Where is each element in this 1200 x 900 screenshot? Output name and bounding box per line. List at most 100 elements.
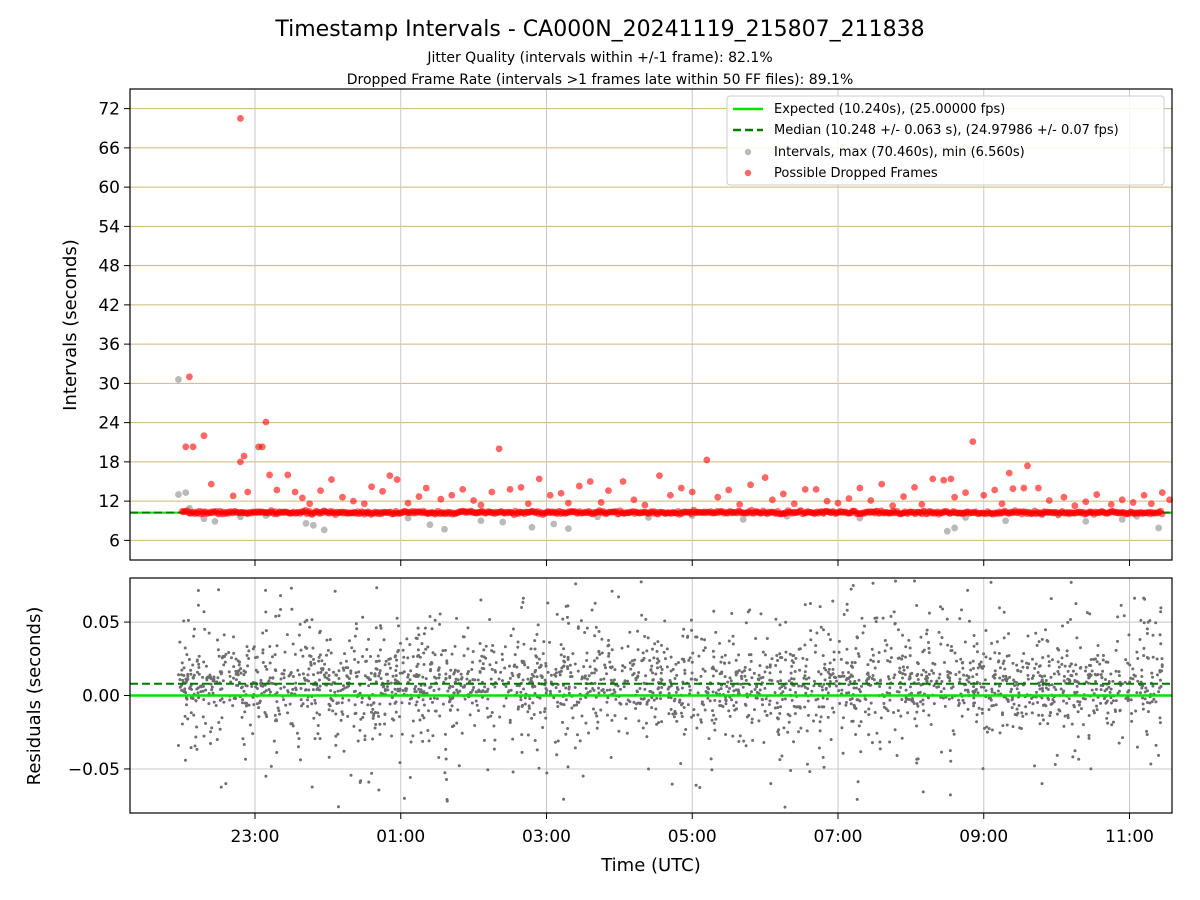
residual-point-1519	[1047, 697, 1051, 701]
residual-point-2291	[845, 661, 849, 665]
residual-point-341	[232, 635, 236, 639]
residual-point-2189	[201, 689, 205, 693]
residual-point-1333	[481, 689, 485, 693]
bottom-xtick-label-5: 09:00	[959, 827, 1008, 847]
residual-point-1081	[494, 661, 498, 665]
dropped-point-54	[677, 484, 685, 492]
residual-point-842	[1158, 633, 1162, 637]
residual-point-1119	[396, 650, 400, 654]
residual-point-1607	[356, 739, 360, 743]
residual-point-2030	[438, 714, 442, 718]
residual-point-1258	[613, 714, 617, 718]
residual-point-1098	[1026, 677, 1030, 681]
dropped-point-30	[422, 484, 430, 492]
residual-point-1342	[316, 732, 320, 736]
residual-point-908	[801, 656, 805, 660]
residual-point-117	[726, 680, 730, 684]
residual-point-1831	[1107, 679, 1111, 683]
residual-point-1451	[1142, 646, 1146, 650]
residual-point-1670	[900, 736, 904, 740]
residual-point-991	[238, 660, 242, 664]
residual-point-1262	[782, 726, 786, 730]
residual-point-1358	[701, 703, 705, 707]
residual-point-2194	[791, 654, 795, 658]
top-ytick-label-1: 12	[98, 492, 120, 512]
residual-point-564	[1124, 697, 1128, 701]
residual-point-2567	[974, 688, 978, 692]
residual-point-1140	[762, 740, 766, 744]
residual-point-1112	[261, 660, 265, 664]
residual-point-2469	[347, 639, 351, 643]
residual-point-1899	[305, 646, 309, 650]
residual-point-1960	[187, 658, 191, 662]
residual-point-278	[1015, 663, 1019, 667]
residual-point-471	[854, 646, 858, 650]
residual-point-2579	[784, 658, 788, 662]
residual-point-51	[585, 677, 589, 681]
residual-point-1647	[418, 655, 422, 659]
residual-point-1425	[870, 647, 874, 651]
residual-point-1722	[686, 634, 690, 638]
interval-point-17	[528, 523, 536, 531]
residual-point-0	[197, 696, 201, 700]
residual-point-348	[789, 769, 793, 773]
residual-point-874	[508, 721, 512, 725]
residual-point-2211	[1037, 664, 1041, 668]
residual-point-584	[961, 660, 965, 664]
residual-point-2094	[878, 740, 882, 744]
residual-point-1160	[1158, 721, 1162, 725]
residual-outlier-8	[370, 771, 374, 775]
residual-point-839	[712, 713, 716, 717]
residual-point-982	[660, 668, 664, 672]
residual-point-2234	[644, 721, 648, 725]
legend-box	[726, 95, 1165, 186]
dropped-point-77	[929, 475, 937, 483]
residual-point-1888	[926, 641, 930, 645]
residual-point-1011	[526, 666, 530, 670]
residual-point-2284	[367, 696, 371, 700]
residual-point-855	[445, 659, 449, 663]
residual-point-1674	[275, 751, 279, 755]
residual-point-1678	[309, 663, 313, 667]
dropped-point-56	[703, 456, 711, 464]
residual-point-2064	[1057, 672, 1061, 676]
residual-outlier-10	[479, 598, 483, 602]
residual-point-974	[361, 615, 365, 619]
residual-point-2553	[359, 779, 363, 783]
residual-point-1438	[752, 708, 756, 712]
residual-point-1325	[988, 657, 992, 661]
residual-point-1187	[1090, 688, 1094, 692]
residual-point-1269	[1105, 687, 1109, 691]
residual-point-1390	[391, 674, 395, 678]
residual-point-144	[805, 677, 809, 681]
residual-point-400	[908, 646, 912, 650]
residual-point-2585	[562, 797, 566, 801]
residual-point-1040	[669, 684, 673, 688]
residual-point-2334	[761, 703, 765, 707]
residual-point-1265	[1145, 729, 1149, 733]
dropped-point-72	[878, 480, 886, 488]
residual-point-767	[996, 660, 1000, 664]
residual-point-764	[997, 606, 1001, 610]
dropped-point-24	[368, 483, 375, 491]
dropped-point-94	[1082, 498, 1090, 506]
residual-point-1874	[860, 616, 864, 620]
residual-point-1418	[242, 669, 246, 673]
residual-point-722	[903, 700, 907, 704]
residual-point-1605	[780, 754, 784, 758]
residual-point-2370	[680, 657, 684, 661]
residual-point-1842	[1121, 736, 1125, 740]
residual-point-2575	[652, 698, 656, 702]
residual-point-114	[588, 689, 592, 693]
residual-point-319	[845, 691, 849, 695]
residual-point-197	[396, 624, 400, 628]
residual-point-1076	[537, 766, 541, 770]
residual-point-699	[567, 685, 571, 689]
residual-point-1476	[871, 653, 875, 657]
residual-point-2093	[751, 738, 755, 742]
residual-point-247	[916, 678, 920, 682]
residual-point-2074	[512, 664, 516, 668]
residual-point-1752	[575, 700, 579, 704]
dropped-point-9	[244, 488, 252, 496]
